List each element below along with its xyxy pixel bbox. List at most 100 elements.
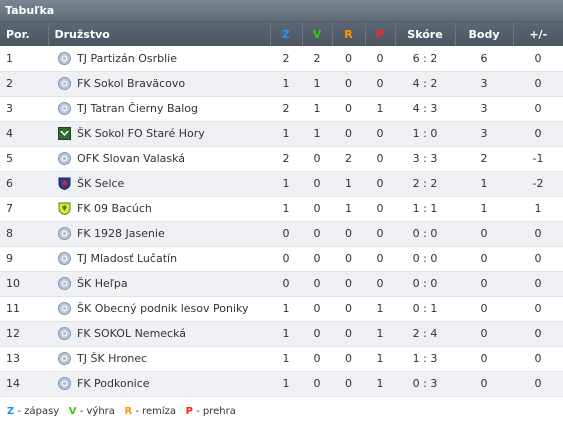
cell-v: 1 [302,71,332,97]
team-name: TJ Mladosť Lučatín [77,252,178,265]
cell-points: 2 [455,146,513,172]
cell-v: 0 [302,196,332,222]
legend-p-key: P [185,406,193,417]
cell-r: 0 [332,271,365,297]
team-cell: ŠK Sokol FO Staré Hory [48,121,270,147]
legend-r-key: R [124,406,133,417]
club-crest-icon [58,252,71,265]
team-cell: FK 09 Bacúch [48,196,270,222]
header-v: V [302,22,333,46]
cell-diff: 1 [513,196,563,222]
cell-p: 1 [365,321,395,347]
cell-diff: 0 [513,246,563,272]
selce-crest-icon [58,177,71,191]
cell-r: 0 [332,371,365,397]
cell-v: 1 [302,96,332,122]
cell-pos: 3 [0,96,48,122]
cell-z: 1 [270,296,302,322]
cell-score: 0 : 1 [395,296,455,322]
cell-pos: 7 [0,196,48,222]
header-z: Z [270,22,303,46]
cell-pos: 13 [0,346,48,372]
header-points: Body [455,22,514,46]
cell-r: 0 [332,121,365,147]
cell-points: 3 [455,71,513,97]
cell-score: 2 : 2 [395,171,455,197]
cell-r: 0 [332,246,365,272]
cell-p: 0 [365,221,395,247]
cell-r: 0 [332,71,365,97]
team-name: ŠK Selce [77,177,125,190]
team-name: TJ Tatran Čierny Balog [77,102,199,115]
cell-score: 4 : 2 [395,71,455,97]
cell-score: 1 : 1 [395,196,455,222]
cell-points: 0 [455,346,513,372]
cell-r: 0 [332,321,365,347]
cell-z: 0 [270,271,302,297]
header-position: Por. [0,22,49,46]
cell-z: 1 [270,121,302,147]
cell-p: 1 [365,96,395,122]
cell-p: 0 [365,196,395,222]
cell-diff: 0 [513,346,563,372]
cell-diff: 0 [513,221,563,247]
team-name: FK SOKOL Nemecká [77,327,187,340]
club-crest-icon [58,352,71,365]
cell-points: 0 [455,371,513,397]
team-cell: FK 1928 Jasenie [48,221,270,247]
cell-p: 1 [365,296,395,322]
cell-v: 0 [302,371,332,397]
cell-score: 0 : 0 [395,271,455,297]
cell-r: 0 [332,346,365,372]
cell-points: 6 [455,46,513,72]
cell-z: 2 [270,96,302,122]
club-crest-icon [58,277,71,290]
cell-p: 1 [365,371,395,397]
cell-diff: 0 [513,271,563,297]
cell-points: 0 [455,221,513,247]
club-crest-icon [58,102,71,115]
cell-diff: 0 [513,321,563,347]
table-row: 11 ŠK Obecný podnik lesov Poniky 1 0 0 1 0 : 1… [0,296,563,322]
team-cell: TJ ŠK Hronec [48,346,270,372]
cell-v: 0 [302,346,332,372]
legend-v-text: - výhra [76,406,115,417]
cell-points: 3 [455,121,513,147]
team-cell: TJ Mladosť Lučatín [48,246,270,272]
team-name: ŠK Obecný podnik lesov Poniky [77,302,249,315]
cell-v: 0 [302,296,332,322]
team-name: ŠK Sokol FO Staré Hory [77,127,205,140]
cell-points: 0 [455,321,513,347]
club-crest-icon [58,227,71,240]
header-team: Družstvo [48,22,271,46]
cell-pos: 6 [0,171,48,197]
team-cell: ŠK Obecný podnik lesov Poniky [48,296,270,322]
legend-z-text: - zápasy [14,406,60,417]
cell-p: 0 [365,271,395,297]
cell-p: 0 [365,246,395,272]
table-header-row: Por. Družstvo Z V R P Skóre Body +/- [0,22,563,46]
cell-pos: 12 [0,321,48,347]
cell-v: 0 [302,171,332,197]
cell-pos: 4 [0,121,48,147]
cell-z: 1 [270,371,302,397]
club-crest-icon [58,77,71,90]
cell-r: 1 [332,196,365,222]
cell-score: 0 : 3 [395,371,455,397]
cell-r: 0 [332,221,365,247]
cell-pos: 8 [0,221,48,247]
header-diff: +/- [529,27,548,41]
cell-points: 0 [455,246,513,272]
cell-r: 0 [332,96,365,122]
legend: Z - zápasy V - výhra R - remíza P - preh… [7,406,236,417]
cell-z: 0 [270,246,302,272]
cell-pos: 5 [0,146,48,172]
table-row: 5 OFK Slovan Valaská 2 0 2 0 3 : 3 2 -1 [0,146,563,172]
cell-r: 2 [332,146,365,172]
cell-z: 1 [270,321,302,347]
